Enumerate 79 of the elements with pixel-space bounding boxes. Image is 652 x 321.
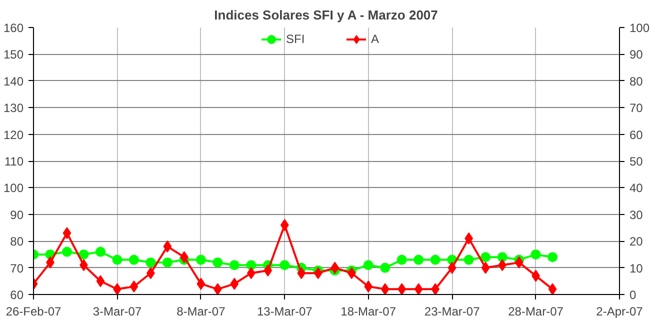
y2-tick-label: 100 [630,21,650,35]
point [431,283,440,294]
y-tick-label: 110 [4,154,24,168]
y2-tick-label: 80 [630,74,644,88]
y2-tick-label: 10 [630,261,644,276]
y2-tick-label: 90 [630,48,644,62]
point [430,254,440,265]
legend-label: SFI [286,32,306,46]
point [280,260,290,270]
point [530,249,541,260]
y-tick-label: 80 [10,234,24,249]
y2-tick-label: 0 [630,288,636,302]
point [112,254,122,265]
x-tick-label: 28-Mar-07 [508,304,564,318]
point [246,260,256,270]
point [448,262,456,274]
point [212,257,223,268]
y-tick-label: 160 [3,21,24,35]
y2-tick-label: 30 [630,208,644,222]
point [364,280,373,292]
point [330,262,340,274]
point [196,278,206,290]
point [214,283,222,294]
point [380,283,390,294]
x-tick-label: 23-Mar-07 [424,304,480,318]
point [480,252,491,262]
point [96,275,105,288]
x-tick-label: 18-Mar-07 [340,304,396,318]
point [95,246,106,257]
point [162,257,172,268]
point [396,254,407,265]
point [398,283,406,294]
y-tick-label: 100 [3,181,24,196]
point [297,267,306,280]
x-tick-label: 13-Mar-07 [256,304,313,318]
chart-title: Indices Solares SFI y A - Marzo 2007 [214,8,438,22]
point [481,262,490,274]
x-tick-label: 26-Feb-07 [6,304,62,318]
y2-tick-label: 50 [630,154,644,168]
y2-tick-label: 60 [630,128,644,142]
point [78,249,89,260]
point [514,256,524,268]
y-tick-label: 150 [3,48,24,62]
point [314,267,322,280]
point [62,246,72,257]
x-tick-label: 8-Mar-07 [176,304,226,318]
y-tick-label: 70 [10,261,24,276]
legend-label: A [371,32,380,46]
point [548,283,557,294]
y-tick-label: 60 [10,288,24,302]
point [464,254,474,265]
point [497,252,508,262]
point [414,283,423,294]
point [196,254,206,265]
point [347,267,356,280]
y2-tick-label: 20 [630,234,644,249]
point [264,264,272,276]
point [380,262,390,273]
point [280,219,289,232]
y-tick-label: 90 [10,208,24,222]
point [229,260,240,270]
point [163,240,172,252]
point [113,283,122,294]
point [230,278,239,290]
y-tick-label: 130 [3,101,24,116]
point [548,252,558,262]
x-tick-label: 2-Apr-07 [596,304,644,318]
point [130,280,138,292]
point [414,254,424,265]
x-tick-label: 3-Mar-07 [92,304,142,318]
point [146,257,156,268]
point [62,227,72,240]
point [246,267,256,280]
point [128,254,139,265]
y-tick-label: 140 [3,74,24,88]
y2-tick-label: 70 [630,101,644,116]
y-tick-label: 120 [3,128,24,142]
y2-tick-label: 40 [630,181,644,196]
point [363,260,374,270]
